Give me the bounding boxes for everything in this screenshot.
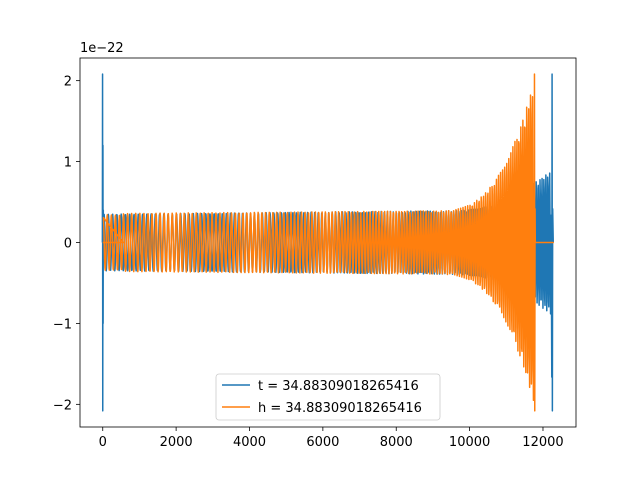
x-tick-label: 4000 bbox=[233, 435, 266, 450]
series-layer bbox=[101, 73, 554, 412]
plot-area bbox=[101, 73, 554, 412]
series-line-h bbox=[102, 73, 554, 412]
x-tick-label: 10000 bbox=[449, 435, 490, 450]
x-tick-label: 12000 bbox=[522, 435, 563, 450]
legend-label-t: t = 34.88309018265416 bbox=[258, 379, 419, 394]
y-tick-label: −1 bbox=[53, 317, 72, 332]
x-tick-label: 0 bbox=[99, 435, 107, 450]
legend-box bbox=[215, 373, 441, 421]
x-tick-label: 2000 bbox=[160, 435, 193, 450]
x-axis: 0 2000 4000 6000 8000 10000 12000 bbox=[99, 427, 564, 450]
y-tick-label: 0 bbox=[64, 237, 72, 252]
legend: t = 34.88309018265416 h = 34.88309018265… bbox=[215, 373, 441, 421]
y-tick-label: 1 bbox=[64, 156, 72, 171]
y-axis: −2 −1 0 1 2 bbox=[53, 75, 80, 413]
y-tick-label: −2 bbox=[53, 398, 72, 413]
x-tick-label: 8000 bbox=[380, 435, 413, 450]
x-tick-label: 6000 bbox=[306, 435, 339, 450]
y-offset-label: 1e−22 bbox=[80, 41, 124, 56]
y-tick-label: 2 bbox=[64, 75, 72, 90]
legend-label-h: h = 34.88309018265416 bbox=[258, 401, 422, 416]
